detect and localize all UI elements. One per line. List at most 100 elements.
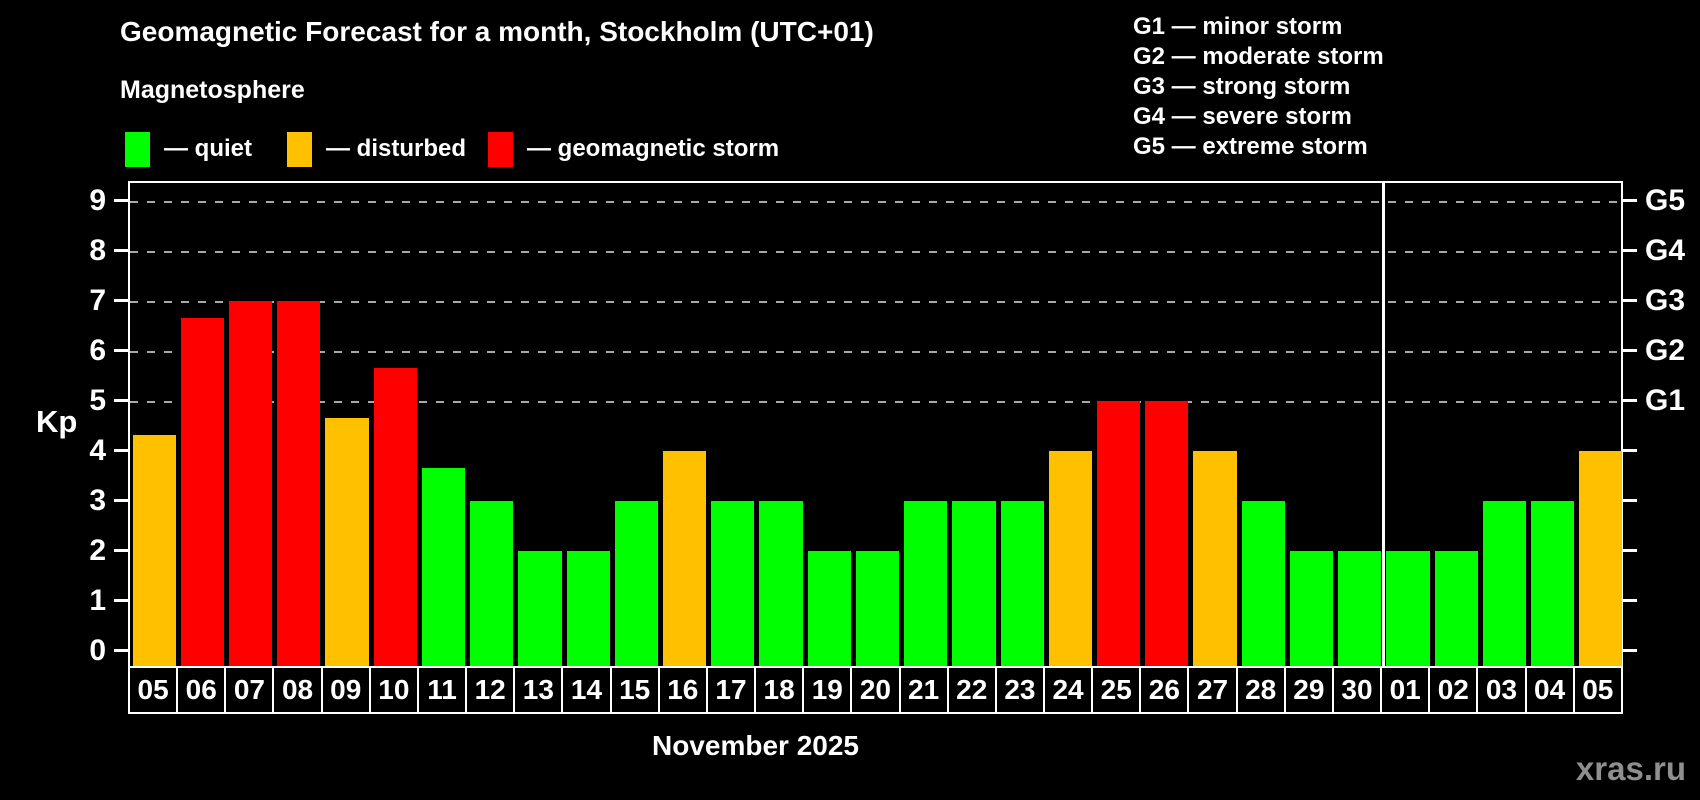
kp-bar-day-30	[1338, 551, 1382, 666]
y-tick-label-1: 1	[89, 584, 106, 617]
date-cell-05: 05	[1572, 666, 1623, 714]
kp-bar-chart-plot-area	[128, 181, 1623, 668]
kp-bar-day-18	[759, 501, 803, 666]
kp-bar-day-25	[1097, 401, 1141, 666]
y-tick-right-2	[1623, 549, 1637, 552]
gridline-kp9	[130, 201, 1621, 203]
g-scale-label-g3: G3	[1645, 284, 1686, 317]
kp-bar-day-11	[421, 467, 466, 666]
kp-bar-day-17	[711, 501, 755, 666]
date-cell-23: 23	[994, 666, 1045, 714]
kp-bar-day-03	[1482, 501, 1527, 666]
kp-bar-day-05	[132, 434, 176, 666]
y-tick-right-0	[1623, 649, 1637, 652]
kp-bar-day-10	[373, 367, 417, 666]
kp-bar-day-05	[1579, 451, 1623, 666]
kp-bar-day-27	[1193, 451, 1237, 666]
date-cell-25: 25	[1091, 666, 1142, 714]
y-tick-left-0	[114, 649, 128, 652]
storm-color-swatch	[488, 131, 513, 167]
month-separator-line	[1382, 183, 1386, 666]
kp-bar-day-02	[1434, 551, 1478, 666]
gridline-kp5	[130, 401, 1621, 403]
y-tick-label-4: 4	[89, 434, 106, 467]
y-tick-left-6	[114, 349, 128, 352]
y-tick-label-0: 0	[89, 634, 106, 667]
date-cell-05: 05	[128, 666, 179, 714]
date-cell-17: 17	[705, 666, 757, 714]
y-tick-right-1	[1623, 599, 1637, 602]
kp-bar-day-22	[952, 501, 996, 666]
legend-item-quiet: — quiet	[125, 130, 252, 168]
gridline-kp8	[130, 251, 1621, 253]
date-cell-21: 21	[898, 666, 949, 714]
y-tick-left-9	[114, 199, 128, 202]
y-tick-left-2	[114, 549, 128, 552]
date-cell-27: 27	[1187, 666, 1238, 714]
g-scale-label-g1: G1	[1645, 384, 1686, 417]
kp-bar-day-01	[1386, 551, 1430, 666]
chart-title: Geomagnetic Forecast for a month, Stockh…	[120, 16, 874, 47]
date-cell-09: 09	[320, 666, 371, 714]
y-tick-right-8	[1623, 249, 1637, 252]
date-cell-04: 04	[1524, 666, 1575, 714]
gridline-kp7	[130, 301, 1621, 303]
date-cell-26: 26	[1139, 666, 1190, 714]
y-tick-right-9	[1623, 199, 1637, 202]
y-tick-right-4	[1623, 449, 1637, 452]
y-tick-left-8	[114, 249, 128, 252]
y-tick-right-7	[1623, 299, 1637, 302]
y-tick-label-5: 5	[89, 384, 106, 417]
y-tick-left-4	[114, 449, 128, 452]
kp-bar-day-16	[662, 451, 707, 666]
y-axis-label: Kp	[36, 404, 78, 439]
kp-bar-day-12	[470, 501, 514, 666]
date-cell-16: 16	[657, 666, 708, 714]
y-tick-label-6: 6	[89, 334, 106, 367]
date-cell-20: 20	[850, 666, 901, 714]
y-tick-label-7: 7	[89, 284, 106, 317]
kp-bar-day-04	[1531, 501, 1575, 666]
g-scale-label-g4: G4	[1645, 234, 1686, 267]
kp-bar-day-21	[904, 501, 948, 666]
date-cell-29: 29	[1283, 666, 1334, 714]
g-scale-legend: G1 — minor storm G2 — moderate storm G3 …	[1133, 12, 1384, 162]
date-cell-19: 19	[802, 666, 853, 714]
y-tick-label-2: 2	[89, 534, 106, 567]
date-cell-13: 13	[513, 666, 564, 714]
kp-bar-day-24	[1048, 451, 1092, 666]
y-tick-label-8: 8	[89, 234, 106, 267]
y-tick-right-3	[1623, 499, 1637, 502]
y-tick-label-3: 3	[89, 484, 106, 517]
date-cell-28: 28	[1235, 666, 1286, 714]
y-tick-left-5	[114, 399, 128, 402]
date-cell-22: 22	[946, 666, 997, 714]
g5-legend-line: G5 — extreme storm	[1133, 133, 1368, 160]
legend-item-disturbed: — disturbed	[287, 130, 466, 168]
kp-bar-day-09	[325, 417, 369, 666]
kp-bar-day-26	[1145, 401, 1189, 666]
date-cell-15: 15	[609, 666, 660, 714]
date-cell-06: 06	[176, 666, 227, 714]
date-cell-03: 03	[1476, 666, 1527, 714]
g-scale-label-g2: G2	[1645, 334, 1686, 367]
date-cell-08: 08	[272, 666, 323, 714]
date-cell-12: 12	[465, 666, 516, 714]
date-cell-07: 07	[224, 666, 275, 714]
kp-bar-day-28	[1241, 501, 1285, 666]
kp-bar-day-29	[1289, 551, 1334, 666]
y-tick-label-9: 9	[89, 184, 106, 217]
date-cell-11: 11	[416, 666, 468, 714]
kp-bar-day-23	[1000, 501, 1044, 666]
g2-legend-line: G2 — moderate storm	[1133, 43, 1384, 70]
y-tick-right-5	[1623, 399, 1637, 402]
quiet-color-swatch	[125, 131, 150, 167]
kp-bar-day-06	[180, 317, 224, 666]
y-tick-right-6	[1623, 349, 1637, 352]
date-cell-02: 02	[1428, 666, 1479, 714]
legend-label-disturbed: — disturbed	[326, 135, 467, 162]
date-cell-10: 10	[368, 666, 419, 714]
kp-bar-day-07	[228, 301, 273, 666]
month-label: November 2025	[651, 730, 859, 761]
date-cell-01: 01	[1380, 666, 1431, 714]
